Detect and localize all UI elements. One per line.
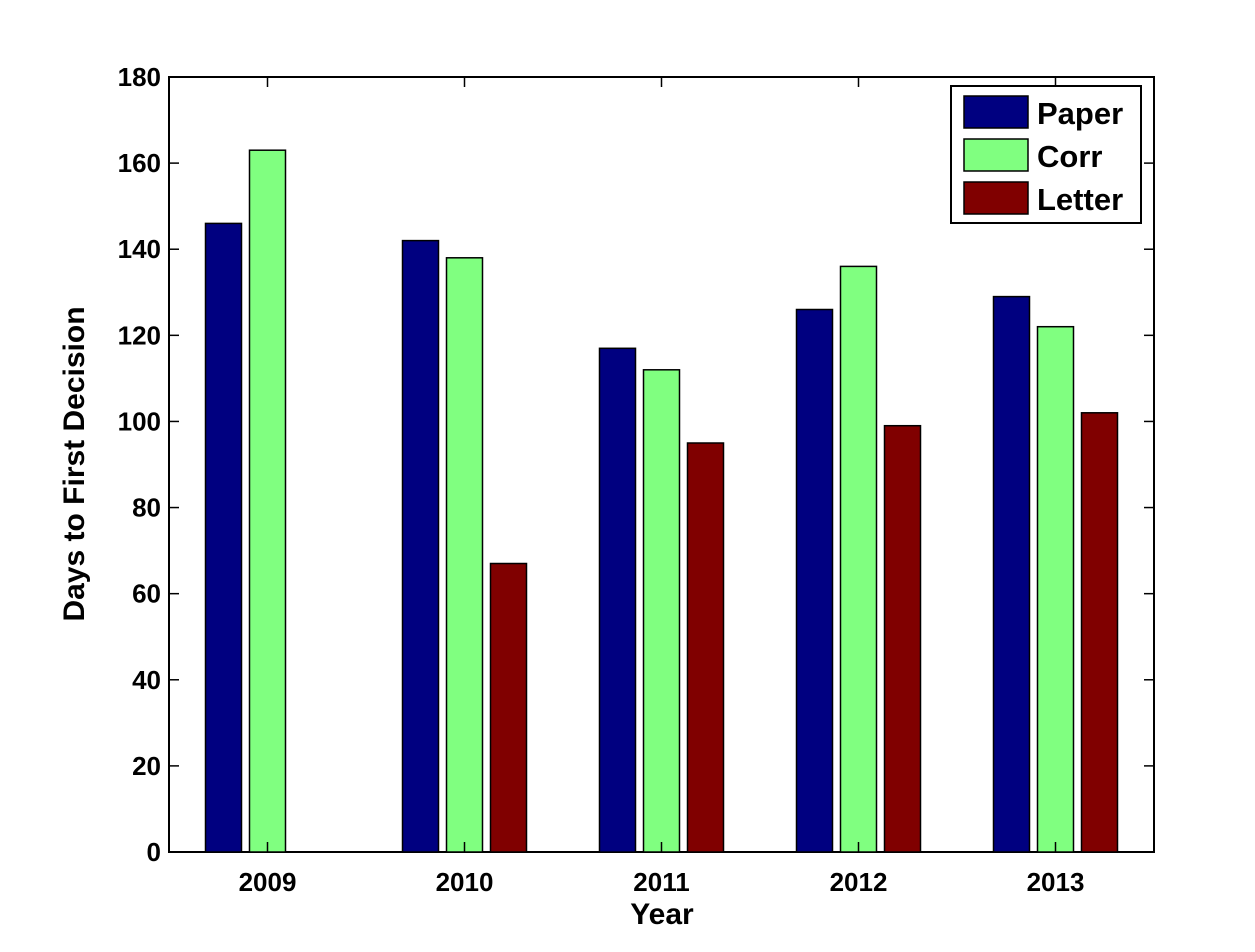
y-tick-label: 120 [118, 320, 161, 350]
y-tick-label: 180 [118, 62, 161, 92]
x-tick-label: 2011 [633, 867, 689, 897]
y-tick-label: 160 [118, 148, 161, 178]
bar-paper-2013 [992, 295, 1031, 853]
bar-paper-2009 [204, 222, 243, 853]
y-tick-label: 20 [132, 751, 161, 781]
y-tick-label: 80 [132, 493, 161, 523]
bar-corr-2010 [445, 257, 484, 853]
y-tick-label: 60 [132, 579, 161, 609]
x-tick-label: 2010 [436, 867, 494, 897]
y-axis-ticks: 0 20 40 60 80 100 120 140 160 180 [118, 62, 1154, 867]
bar-letter-2012 [883, 424, 922, 853]
y-tick-label: 40 [132, 665, 161, 695]
bar-letter-2010 [489, 562, 528, 853]
bar-paper-2011 [598, 347, 637, 853]
bar-corr-2009 [248, 149, 287, 853]
legend-swatch-corr [963, 138, 1029, 172]
bar-corr-2013 [1036, 325, 1075, 853]
x-tick-label: 2009 [239, 867, 297, 897]
legend: Paper Corr Letter [950, 85, 1142, 224]
legend-swatch-paper [963, 95, 1029, 129]
x-axis-title: Year [630, 898, 694, 931]
y-axis-title: Days to First Decision [58, 306, 91, 621]
y-tick-label: 140 [118, 234, 161, 264]
bar-letter-2011 [686, 442, 725, 853]
bars-layer [204, 149, 1119, 853]
x-tick-label: 2012 [830, 867, 888, 897]
legend-label-paper: Paper [1037, 96, 1123, 131]
x-axis-ticks: 2009 2010 2011 2012 2013 [239, 77, 1085, 897]
legend-label-corr: Corr [1037, 139, 1102, 174]
bar-corr-2012 [839, 265, 878, 853]
legend-swatch-letter [963, 181, 1029, 215]
bar-paper-2010 [401, 239, 440, 853]
x-tick-label: 2013 [1027, 867, 1085, 897]
y-tick-label: 0 [147, 837, 161, 867]
bar-paper-2012 [795, 308, 834, 853]
legend-label-letter: Letter [1037, 182, 1123, 217]
bar-letter-2013 [1080, 412, 1119, 853]
bar-corr-2011 [642, 369, 681, 853]
y-tick-label: 100 [118, 406, 161, 436]
